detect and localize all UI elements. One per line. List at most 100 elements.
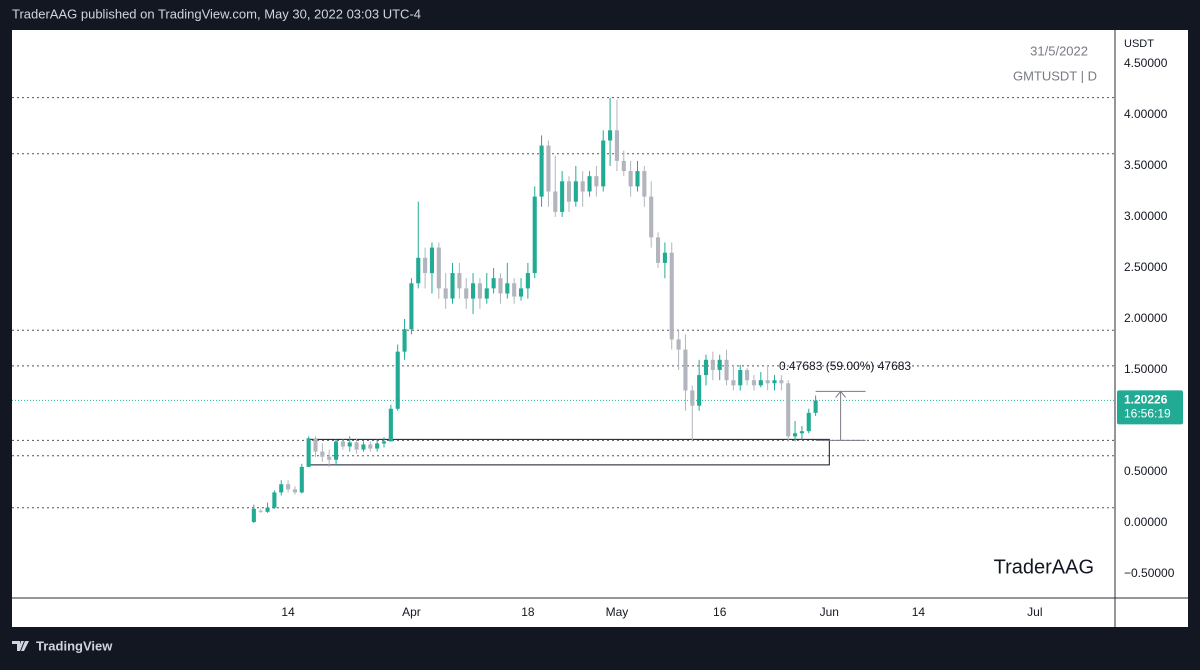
candle-body bbox=[642, 171, 647, 197]
candle-body bbox=[635, 171, 640, 187]
candle-body bbox=[690, 390, 695, 406]
candle-body bbox=[395, 351, 400, 409]
candle-body bbox=[772, 380, 777, 384]
measure-arrowhead bbox=[835, 390, 847, 398]
candle-body bbox=[491, 278, 496, 289]
x-tick-label: 14 bbox=[281, 605, 295, 619]
candle-body bbox=[799, 431, 804, 434]
candle-body bbox=[251, 508, 256, 523]
candle-body bbox=[498, 278, 503, 294]
candle-body bbox=[580, 181, 585, 192]
candle-body bbox=[587, 176, 592, 192]
header: TraderAAG published on TradingView.com, … bbox=[12, 6, 421, 21]
candle-body bbox=[443, 288, 448, 299]
measure-label: 0.47683 (59.00%) 47683 bbox=[779, 359, 911, 373]
candle-body bbox=[457, 273, 462, 289]
candle-body bbox=[566, 181, 572, 202]
candle-body bbox=[724, 359, 729, 381]
candle-body bbox=[375, 443, 380, 449]
candle-body bbox=[717, 359, 722, 371]
candle-body bbox=[272, 492, 277, 508]
candle-body bbox=[710, 359, 715, 371]
last-price-label: 1.20226 bbox=[1124, 393, 1168, 407]
x-tick-label: May bbox=[606, 605, 629, 619]
candle-body bbox=[546, 145, 551, 192]
candle-body bbox=[525, 273, 530, 289]
candle-body bbox=[381, 441, 387, 444]
x-tick-label: Jun bbox=[820, 605, 839, 619]
x-tick-label: Apr bbox=[402, 605, 421, 619]
candle-body bbox=[532, 196, 537, 274]
candle-body bbox=[751, 380, 757, 386]
candle-body bbox=[320, 451, 325, 457]
y-tick-label: 2.00000 bbox=[1124, 311, 1168, 325]
y-tick-label: −0.50000 bbox=[1124, 566, 1175, 580]
candle-body bbox=[676, 339, 681, 350]
candle-body bbox=[327, 456, 332, 460]
y-tick-label: 3.00000 bbox=[1124, 209, 1168, 223]
candle-body bbox=[402, 329, 407, 352]
candle-body bbox=[388, 408, 393, 442]
candle-body bbox=[758, 380, 763, 386]
candle-body bbox=[436, 247, 441, 289]
candle-body bbox=[614, 130, 619, 161]
y-tick-label: 4.50000 bbox=[1124, 56, 1168, 70]
candle-body bbox=[361, 444, 366, 450]
y-tick-label: 4.00000 bbox=[1124, 107, 1168, 121]
candle-body bbox=[409, 283, 414, 330]
candle-body bbox=[662, 252, 667, 263]
x-tick-label: 14 bbox=[912, 605, 926, 619]
candle-body bbox=[628, 171, 633, 187]
y-tick-label: 3.50000 bbox=[1124, 158, 1168, 172]
candle-body bbox=[299, 466, 304, 493]
candle-body bbox=[265, 507, 270, 512]
candle-body bbox=[279, 484, 284, 493]
candle-body bbox=[368, 444, 373, 449]
y-tick-label: 0.00000 bbox=[1124, 515, 1168, 529]
candle-body bbox=[806, 412, 811, 432]
price-badge bbox=[1117, 390, 1183, 425]
candle-body bbox=[333, 441, 339, 460]
candle-body bbox=[292, 489, 297, 493]
candle-body bbox=[450, 273, 455, 299]
candle-body bbox=[683, 349, 688, 391]
footer-brand: TradingView bbox=[36, 638, 113, 653]
candle-body bbox=[416, 257, 421, 284]
candle-body bbox=[703, 359, 709, 376]
candle-body bbox=[594, 176, 599, 187]
candle-body bbox=[731, 380, 736, 386]
candle-body bbox=[471, 283, 476, 299]
candle-body bbox=[505, 283, 510, 294]
x-tick-label: 16 bbox=[713, 605, 727, 619]
candle-body bbox=[697, 375, 702, 406]
panel bbox=[12, 30, 1188, 627]
candle-body bbox=[669, 252, 674, 340]
candle-body bbox=[655, 237, 661, 263]
candle-body bbox=[608, 130, 613, 141]
candle-body bbox=[649, 196, 654, 238]
candle-body bbox=[793, 433, 798, 437]
candle-body bbox=[813, 400, 818, 413]
watermark: TraderAAG bbox=[994, 556, 1094, 578]
candle-body bbox=[347, 442, 352, 447]
candle-body bbox=[518, 288, 524, 297]
candle-body bbox=[539, 145, 544, 197]
candle-body bbox=[512, 283, 517, 297]
candle-body bbox=[573, 181, 578, 202]
candle-body bbox=[786, 383, 791, 437]
candle-body bbox=[484, 288, 489, 299]
candle-body bbox=[286, 484, 291, 490]
y-tick-label: 1.50000 bbox=[1124, 362, 1168, 376]
candle-body bbox=[464, 288, 469, 299]
x-tick-label: 18 bbox=[521, 605, 535, 619]
candle-body bbox=[738, 370, 743, 386]
candle-body bbox=[601, 140, 606, 187]
candle-body bbox=[258, 510, 263, 512]
candle-body bbox=[560, 181, 565, 212]
candle-body bbox=[553, 191, 558, 212]
candle-body bbox=[621, 160, 626, 172]
candle-body bbox=[477, 283, 482, 299]
candle-body bbox=[340, 441, 345, 447]
